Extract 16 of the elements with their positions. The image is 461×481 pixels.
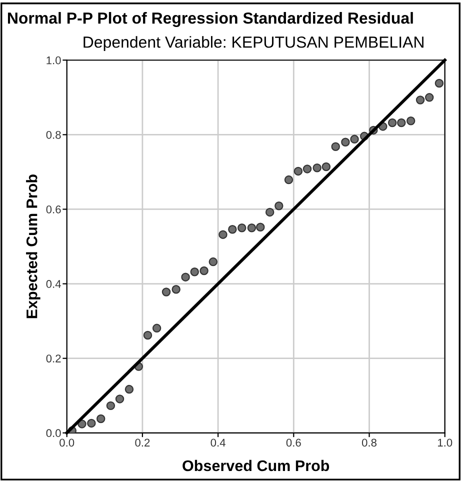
x-tick-label: 0.4 — [210, 438, 226, 447]
chart-title: Normal P-P Plot of Regression Standardized Residual — [8, 12, 413, 27]
y-tick-label: 0.8 — [46, 130, 61, 139]
x-axis-title: Observed Cum Prob — [182, 460, 330, 472]
y-axis-title: Expected Cum Prob — [26, 174, 40, 318]
y-tick-label: 0.6 — [46, 206, 61, 214]
y-tick-label: 0.4 — [46, 280, 61, 288]
y-tick-label: 0.0 — [46, 429, 61, 438]
x-tick-label: 0.2 — [135, 438, 150, 447]
y-tick-label: 0.2 — [46, 354, 61, 362]
y-tick-label: 1.0 — [46, 56, 61, 64]
x-tick-label: 1.0 — [438, 438, 452, 447]
x-tick-label: 0.0 — [60, 438, 74, 447]
x-tick-label: 0.8 — [362, 438, 376, 447]
chart-subtitle: Dependent Variable: KEPUTUSAN PEMBELIAN — [84, 36, 424, 51]
x-tick-label: 0.6 — [286, 438, 301, 447]
